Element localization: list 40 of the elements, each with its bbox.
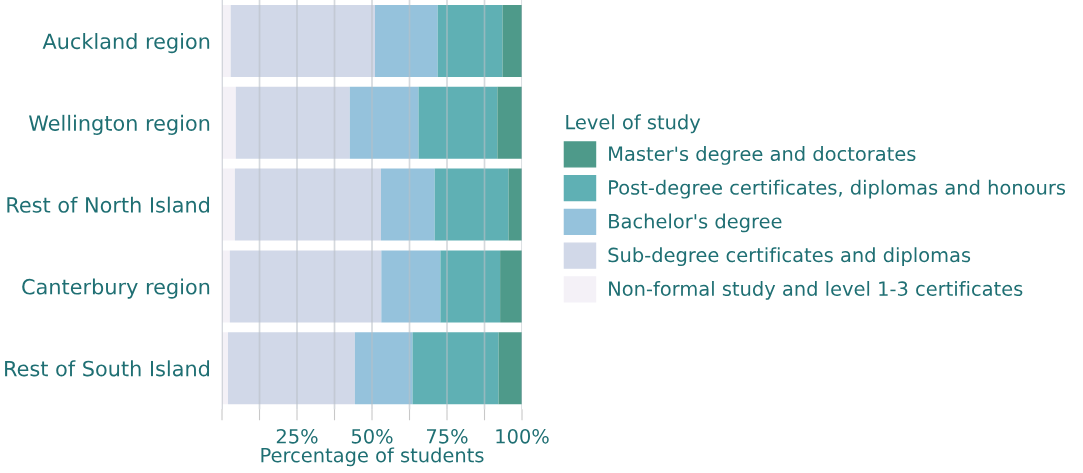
legend-label: Non-formal study and level 1-3 certificates [609, 280, 1023, 300]
bar [222, 250, 230, 323]
bar [228, 332, 355, 405]
legend-label: Bachelor's degree [609, 213, 782, 233]
legend-label: Post-degree certificates, diplomas and honours [609, 179, 1066, 199]
x-tick-label: 25% [276, 428, 318, 444]
bar [437, 4, 503, 77]
bar [381, 250, 441, 323]
bar [230, 4, 376, 77]
legend-label: Master's degree and doctorates [609, 146, 916, 165]
bar [235, 86, 350, 159]
bar [434, 168, 509, 241]
bar [222, 86, 236, 159]
bar [229, 250, 382, 323]
bar [497, 86, 523, 159]
bar [222, 168, 235, 241]
x-tick-label: 50% [351, 428, 393, 444]
x-tick-label: 100% [496, 428, 549, 444]
bar [500, 250, 523, 323]
bar [508, 168, 523, 241]
bar [222, 4, 231, 77]
legend-label: Sub-degree certificates and diplomas [608, 247, 971, 267]
y-tick-label: Canterbury region [22, 278, 210, 299]
y-tick-label: Auckland region [42, 33, 210, 54]
bar [412, 332, 499, 405]
y-tick-label: Rest of South Island [5, 360, 210, 377]
bar [375, 4, 438, 77]
y-tick-label: Rest of North Island [7, 196, 210, 213]
bar [418, 86, 498, 159]
bar [381, 168, 435, 241]
bar [349, 86, 419, 159]
bar [440, 250, 501, 323]
x-axis-title: Percentage of students [261, 447, 484, 467]
y-tick-label: Wellington region [28, 114, 210, 135]
legend-title: Level of study [566, 114, 701, 134]
bar [498, 332, 523, 405]
bar [234, 168, 382, 241]
x-tick-label: 75% [426, 428, 468, 444]
bar [502, 4, 523, 77]
bar [354, 332, 413, 405]
